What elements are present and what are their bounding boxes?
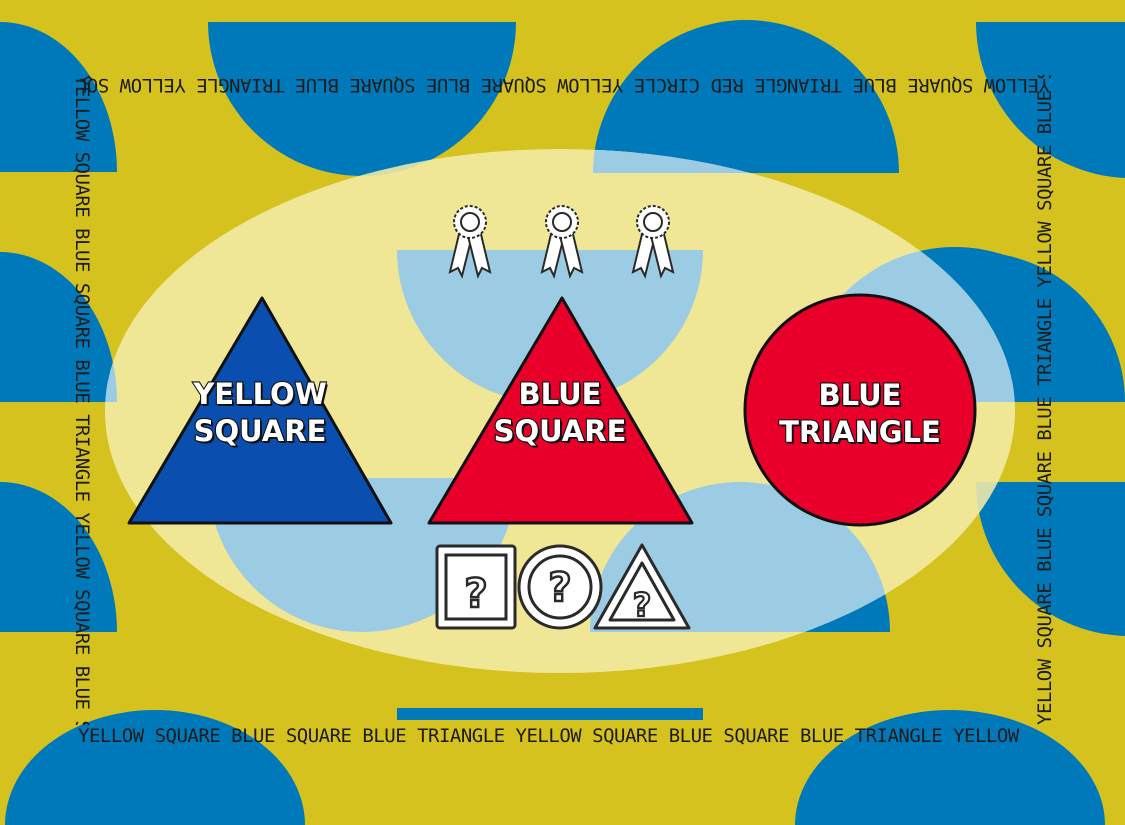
card-2-label: BLUE SQUARE	[450, 376, 670, 450]
card-1-blue-triangle[interactable]	[127, 296, 393, 525]
border-text-bottom: YELLOW SQUARE BLUE SQUARE BLUE TRIANGLE …	[78, 725, 1030, 747]
card-2-line-2: SQUARE	[493, 413, 628, 449]
question-square-icon[interactable]: ?	[435, 544, 517, 630]
ribbon-award-icon	[448, 205, 492, 279]
svg-text:?: ?	[633, 586, 652, 624]
card-1-label: YELLOW SQUARE	[150, 376, 370, 450]
ribbon-award-icon	[540, 205, 584, 279]
card-3-line-1: BLUE	[817, 377, 902, 413]
card-3-line-2: TRIANGLE	[778, 414, 942, 450]
card-2-red-triangle[interactable]	[427, 296, 694, 525]
card-1-line-2: SQUARE	[193, 413, 328, 449]
ribbon-award-icon	[631, 205, 675, 279]
card-2-line-1: BLUE	[517, 376, 602, 412]
svg-text:?: ?	[548, 565, 571, 611]
question-triangle-icon[interactable]: ?	[593, 543, 691, 630]
card-3-red-circle[interactable]	[743, 293, 977, 527]
svg-text:?: ?	[464, 571, 487, 617]
card-1-line-1: YELLOW	[192, 376, 328, 412]
question-circle-icon[interactable]: ?	[517, 544, 603, 630]
card-3-label: BLUE TRIANGLE	[750, 377, 970, 451]
